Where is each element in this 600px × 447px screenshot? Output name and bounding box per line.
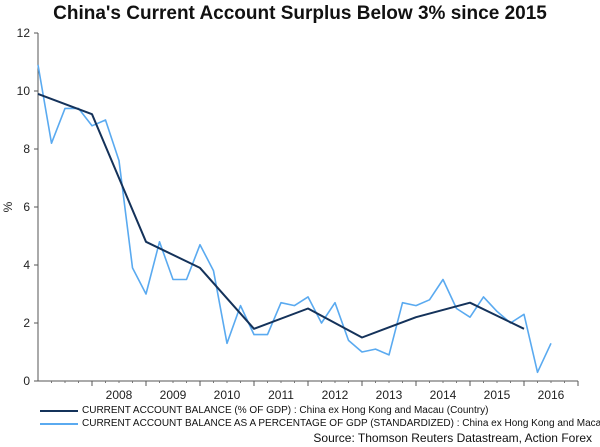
- legend-item-ca-balance: CURRENT ACCOUNT BALANCE (% OF GDP) : Chi…: [40, 405, 600, 418]
- y-tick-label: 12: [17, 26, 31, 40]
- legend-item-ca-standardized: CURRENT ACCOUNT BALANCE AS A PERCENTAGE …: [40, 418, 600, 431]
- legend-swatch-ca-balance: [40, 410, 78, 412]
- legend: CURRENT ACCOUNT BALANCE (% OF GDP) : Chi…: [40, 405, 600, 431]
- x-tick-label: 2011: [268, 388, 294, 402]
- y-tick-label: 0: [23, 374, 30, 388]
- y-tick-label: 4: [23, 258, 30, 272]
- y-tick-label: 8: [23, 142, 30, 156]
- y-axis-title: %: [1, 201, 15, 212]
- x-tick-label: 2012: [322, 388, 349, 402]
- x-tick-label: 2015: [484, 388, 511, 402]
- y-tick-label: 6: [23, 200, 30, 214]
- series-lines: [37, 64, 552, 374]
- series-line-ca-balance: [37, 92, 525, 339]
- legend-swatch-ca-standardized: [40, 423, 78, 425]
- x-tick-label: 2010: [214, 388, 241, 402]
- legend-label-ca-standardized: CURRENT ACCOUNT BALANCE AS A PERCENTAGE …: [82, 418, 600, 429]
- x-tick-label: 2016: [538, 388, 565, 402]
- series-line-ca-standardized: [37, 64, 552, 374]
- x-tick-label: 2013: [376, 388, 403, 402]
- axes: 0 2 4 6 8 10 12 2008 2009 2010 2011 2012 2013 2014 201…: [17, 26, 579, 402]
- y-tick-label: 2: [23, 316, 30, 330]
- x-tick-label: 2009: [160, 388, 187, 402]
- chart-title: China's Current Account Surplus Below 3%…: [53, 3, 547, 24]
- source-note: Source: Thomson Reuters Datastream, Acti…: [313, 431, 592, 445]
- y-tick-label: 10: [17, 84, 31, 98]
- x-tick-label: 2008: [106, 388, 133, 402]
- x-tick-label: 2014: [430, 388, 457, 402]
- legend-label-ca-balance: CURRENT ACCOUNT BALANCE (% OF GDP) : Chi…: [82, 405, 489, 416]
